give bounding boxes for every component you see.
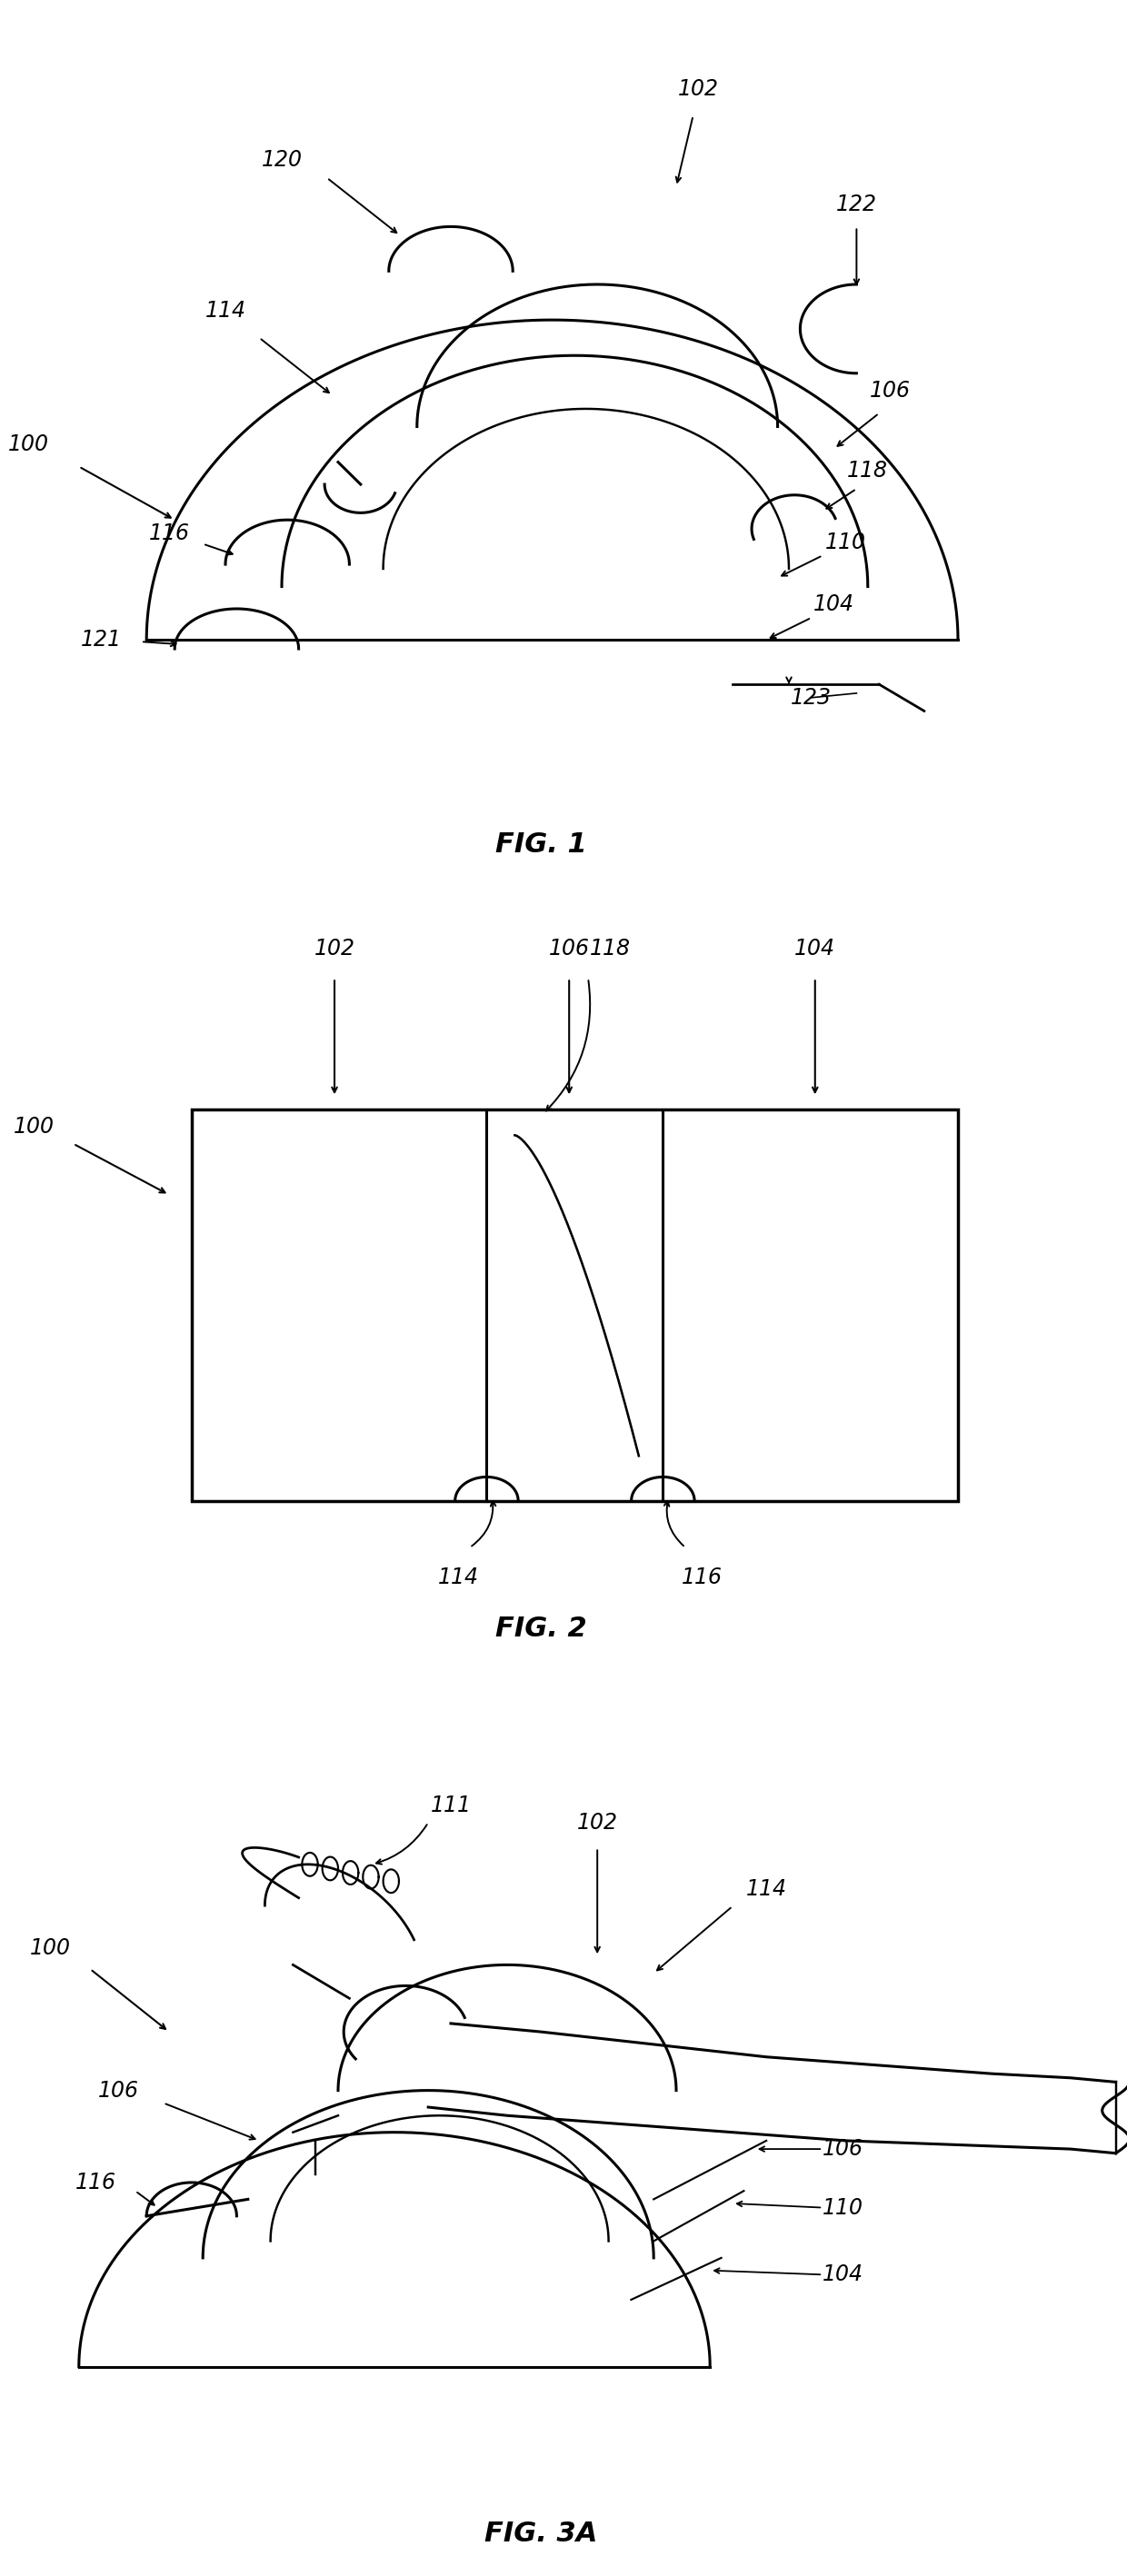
Text: 106: 106 [823, 2138, 863, 2159]
Text: 106: 106 [549, 938, 589, 958]
Text: 102: 102 [678, 77, 719, 100]
Text: 118: 118 [848, 461, 888, 482]
Text: 106: 106 [870, 381, 911, 402]
Text: 104: 104 [795, 938, 835, 958]
Text: 104: 104 [823, 2264, 863, 2285]
Text: 121: 121 [81, 629, 122, 652]
Text: 114: 114 [438, 1566, 479, 1589]
Text: 110: 110 [825, 531, 866, 554]
Text: 116: 116 [76, 2172, 116, 2192]
Text: FIG. 2: FIG. 2 [495, 1615, 587, 1641]
Text: 114: 114 [205, 301, 246, 322]
Text: 100: 100 [30, 1937, 71, 1958]
Text: 123: 123 [791, 688, 832, 708]
Text: 100: 100 [8, 433, 48, 456]
Text: 102: 102 [577, 1811, 618, 1834]
Text: 104: 104 [814, 592, 854, 616]
Text: FIG. 1: FIG. 1 [495, 832, 587, 858]
Text: 120: 120 [261, 149, 302, 170]
Text: 118: 118 [591, 938, 631, 958]
Text: 102: 102 [314, 938, 355, 958]
Text: 116: 116 [682, 1566, 722, 1589]
Bar [192, 1110, 958, 1502]
Text: FIG. 3A: FIG. 3A [485, 2522, 597, 2548]
Text: 122: 122 [836, 193, 877, 216]
Text: 110: 110 [823, 2197, 863, 2218]
Text: 116: 116 [149, 523, 189, 544]
Text: 100: 100 [14, 1115, 54, 1139]
Text: 114: 114 [746, 1878, 787, 1901]
Text: 111: 111 [431, 1795, 471, 1816]
Text: 106: 106 [98, 2079, 139, 2102]
